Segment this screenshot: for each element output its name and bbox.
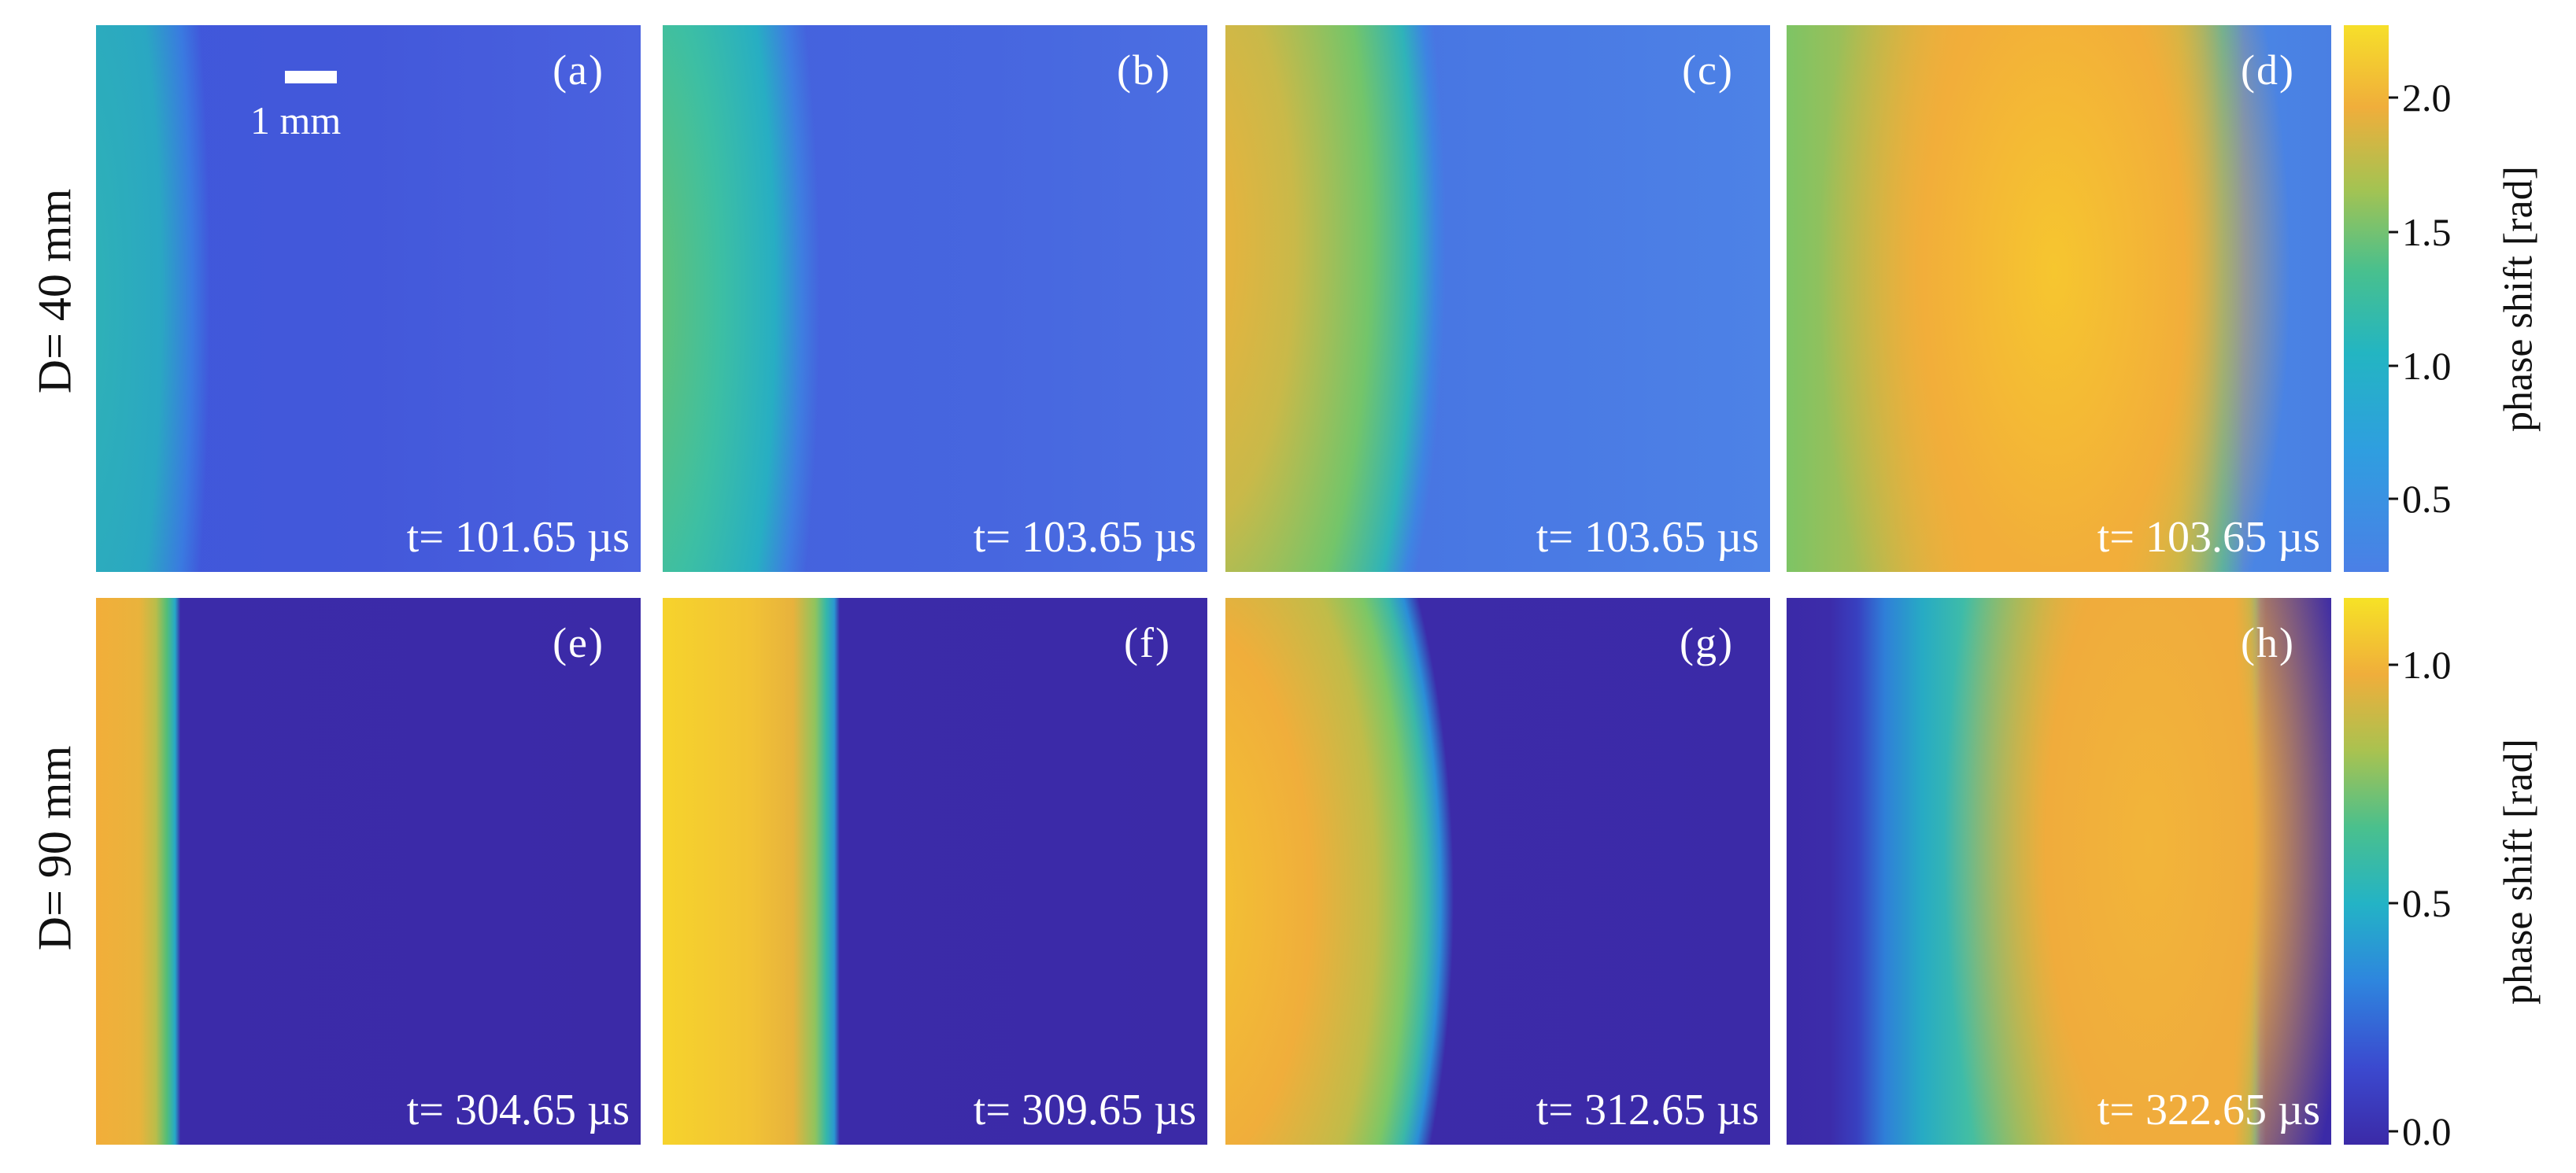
tickmark bbox=[2389, 96, 2398, 99]
colorbar-top-tick: 1.5 bbox=[2402, 210, 2452, 254]
panel-label-f: (f) bbox=[1124, 619, 1171, 666]
row-label-d90: D= 90 mm bbox=[28, 745, 81, 951]
time-label-h: t= 322.65 µs bbox=[2097, 1086, 2320, 1134]
panel-label-g: (g) bbox=[1680, 619, 1734, 666]
panel-label-a: (a) bbox=[553, 46, 604, 94]
colorbar-bottom bbox=[2344, 598, 2389, 1145]
colorbar-top-tick: 0.5 bbox=[2402, 477, 2452, 521]
phase-map-b bbox=[663, 25, 1207, 572]
scale-bar-label: 1 mm bbox=[250, 98, 342, 142]
panel-b: (b) t= 103.65 µs bbox=[663, 25, 1207, 572]
time-label-f: t= 309.65 µs bbox=[973, 1086, 1196, 1134]
panel-label-c: (c) bbox=[1682, 46, 1734, 94]
panel-h: (h) t= 322.65 µs bbox=[1787, 598, 2331, 1145]
panel-a: 1 mm (a) t= 101.65 µs bbox=[96, 25, 641, 572]
panel-d: (d) t= 103.65 µs bbox=[1787, 25, 2331, 572]
time-label-a: t= 101.65 µs bbox=[406, 513, 630, 562]
panel-c: (c) t= 103.65 µs bbox=[1225, 25, 1770, 572]
phase-map-c bbox=[1225, 25, 1770, 572]
panel-f: (f) t= 309.65 µs bbox=[663, 598, 1207, 1145]
colorbar-top-tick: 1.0 bbox=[2402, 344, 2452, 388]
tickmark bbox=[2389, 663, 2398, 666]
phase-map-e bbox=[96, 598, 641, 1145]
colorbar-bottom-tick: 1.0 bbox=[2402, 643, 2452, 687]
panel-label-b: (b) bbox=[1117, 46, 1171, 94]
time-label-e: t= 304.65 µs bbox=[406, 1086, 630, 1134]
scale-bar bbox=[285, 71, 337, 83]
colorbar-top bbox=[2344, 25, 2389, 572]
panel-e: (e) t= 304.65 µs bbox=[96, 598, 641, 1145]
phase-map-f bbox=[663, 598, 1207, 1145]
time-label-b: t= 103.65 µs bbox=[973, 513, 1196, 562]
row-label-d40: D= 40 mm bbox=[28, 188, 81, 394]
colorbar-bottom-tick: 0.5 bbox=[2402, 881, 2452, 925]
tickmark bbox=[2389, 364, 2398, 367]
colorbar-top-tick: 2.0 bbox=[2402, 76, 2452, 120]
colorbar-top-label: phase shift [rad] bbox=[2496, 166, 2541, 432]
phase-map-g bbox=[1225, 598, 1770, 1145]
colorbar-bottom-label: phase shift [rad] bbox=[2496, 739, 2541, 1005]
panel-label-d: (d) bbox=[2241, 46, 2295, 94]
panel-g: (g) t= 312.65 µs bbox=[1225, 598, 1770, 1145]
panel-label-h: (h) bbox=[2241, 619, 2295, 666]
tickmark bbox=[2389, 497, 2398, 500]
tickmark bbox=[2389, 902, 2398, 905]
phase-map-h bbox=[1787, 598, 2331, 1145]
phase-map-d bbox=[1787, 25, 2331, 572]
phase-map-a bbox=[96, 25, 641, 572]
colorbar-bottom-tick: 0.0 bbox=[2402, 1109, 2452, 1153]
panel-label-e: (e) bbox=[553, 619, 604, 666]
time-label-g: t= 312.65 µs bbox=[1536, 1086, 1759, 1134]
time-label-d: t= 103.65 µs bbox=[2097, 513, 2320, 562]
time-label-c: t= 103.65 µs bbox=[1536, 513, 1759, 562]
tickmark bbox=[2389, 1130, 2398, 1133]
tickmark bbox=[2389, 231, 2398, 234]
